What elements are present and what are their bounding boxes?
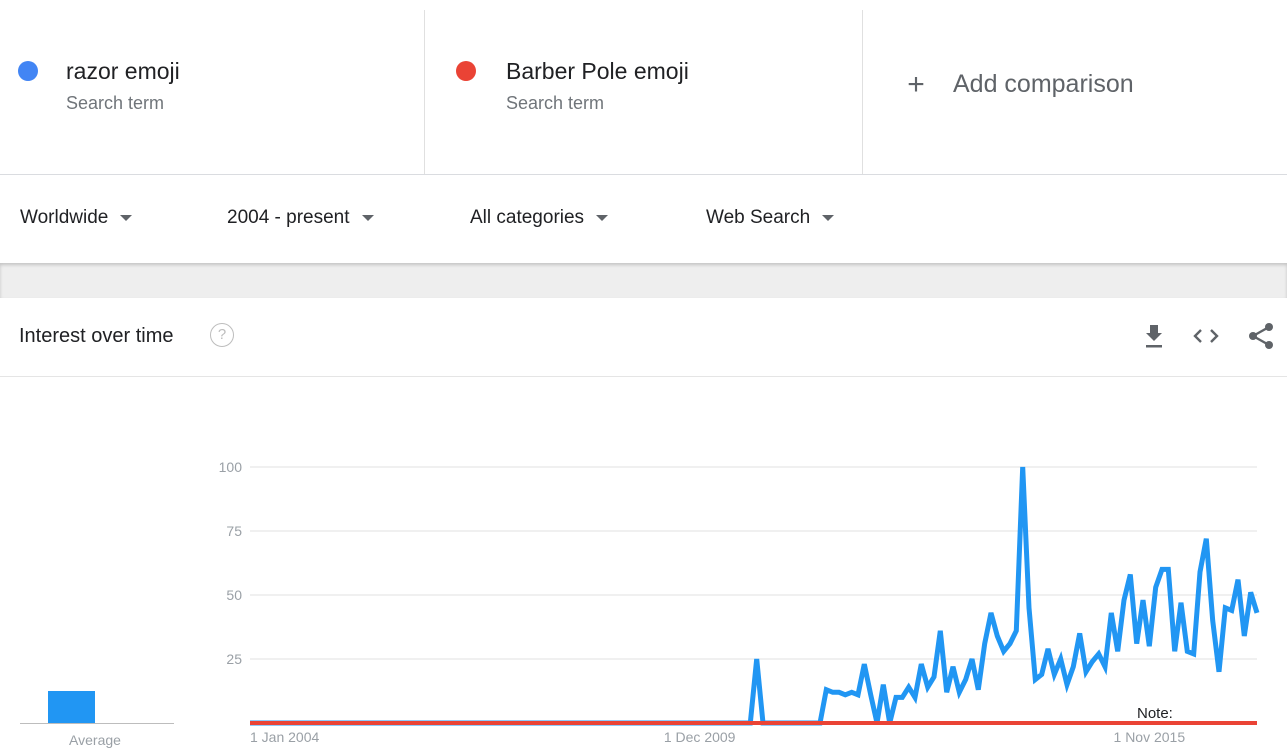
- region-dropdown[interactable]: Worldwide: [20, 207, 133, 229]
- average-bar-razor: [48, 691, 95, 723]
- y-tick-label: 75: [226, 523, 242, 539]
- region-label: Worldwide: [20, 207, 109, 228]
- share-icon[interactable]: [1245, 320, 1277, 352]
- interest-line-chart: 25 50 75 100 1 Jan 2004 1 Dec 2009 1 Nov 2015…: [219, 459, 1260, 745]
- filters-bar: Worldwide 2004 - present All categories …: [0, 175, 1287, 263]
- time-range-label: 2004 - present: [227, 207, 350, 228]
- interest-over-time-header: Interest over time ?: [0, 298, 1287, 377]
- add-comparison-button[interactable]: + Add comparison: [903, 67, 1134, 101]
- time-range-dropdown[interactable]: 2004 - present: [227, 207, 374, 229]
- average-baseline: [20, 723, 174, 724]
- x-tick-label: 1 Jan 2004: [250, 729, 319, 745]
- term-name[interactable]: razor emoji: [66, 58, 180, 84]
- average-label: Average: [69, 732, 121, 748]
- plus-icon: +: [907, 67, 925, 101]
- add-comparison-label: Add comparison: [953, 70, 1134, 98]
- term-card-razor[interactable]: razor emoji Search term: [0, 10, 424, 174]
- embed-icon[interactable]: [1190, 320, 1222, 352]
- term-subtitle: Search term: [506, 93, 605, 113]
- category-label: All categories: [470, 207, 585, 228]
- x-tick-label: 1 Dec 2009: [664, 729, 736, 745]
- search-type-dropdown[interactable]: Web Search: [706, 207, 835, 229]
- note-label[interactable]: Note:: [1137, 705, 1173, 722]
- search-terms-row: razor emoji Search term Barber Pole emoj…: [0, 0, 1287, 175]
- add-comparison-card[interactable]: + Add comparison: [862, 10, 1287, 174]
- help-icon[interactable]: ?: [210, 323, 234, 347]
- term-color-dot: [18, 61, 38, 81]
- dropdown-arrow-icon: [361, 215, 374, 221]
- y-tick-label: 100: [219, 459, 243, 475]
- dropdown-arrow-icon: [120, 215, 133, 221]
- term-card-barber-pole[interactable]: Barber Pole emoji Search term: [424, 10, 863, 174]
- term-subtitle: Search term: [66, 93, 165, 113]
- search-type-label: Web Search: [706, 207, 811, 228]
- y-tick-label: 25: [226, 651, 242, 667]
- category-dropdown[interactable]: All categories: [470, 207, 609, 229]
- dropdown-arrow-icon: [596, 215, 609, 221]
- card-title: Interest over time: [19, 325, 174, 347]
- section-divider: [0, 263, 1287, 298]
- term-name[interactable]: Barber Pole emoji: [506, 58, 689, 84]
- download-icon[interactable]: [1138, 320, 1170, 352]
- x-tick-label: 1 Nov 2015: [1114, 729, 1186, 745]
- term-color-dot: [456, 61, 476, 81]
- y-tick-label: 50: [226, 587, 242, 603]
- dropdown-arrow-icon: [822, 215, 835, 221]
